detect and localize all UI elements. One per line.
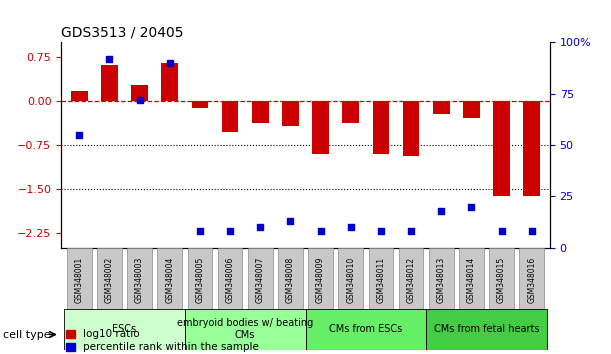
Text: GSM348015: GSM348015 [497,257,506,303]
Text: GSM348012: GSM348012 [406,257,415,303]
Text: GSM348013: GSM348013 [437,257,446,303]
FancyBboxPatch shape [185,309,306,350]
Point [255,224,265,230]
Text: GSM348006: GSM348006 [225,256,235,303]
Text: GDS3513 / 20405: GDS3513 / 20405 [61,26,183,40]
Text: ESCs: ESCs [112,324,136,334]
Point [285,218,295,224]
Point [165,60,175,66]
FancyBboxPatch shape [278,248,303,312]
Point [376,229,386,234]
Point [436,208,446,214]
Bar [222,101,238,132]
FancyBboxPatch shape [158,248,182,312]
FancyBboxPatch shape [338,248,363,312]
Text: GSM348009: GSM348009 [316,256,325,303]
Bar [71,91,87,101]
Text: GSM348002: GSM348002 [105,257,114,303]
FancyBboxPatch shape [97,248,122,312]
Bar [131,85,148,101]
FancyBboxPatch shape [248,248,273,312]
Bar [524,101,540,196]
Bar [312,101,329,154]
FancyBboxPatch shape [519,248,544,312]
Bar [282,101,299,126]
Point [497,229,507,234]
FancyBboxPatch shape [64,309,185,350]
Text: GSM348011: GSM348011 [376,257,386,303]
Text: GSM348007: GSM348007 [256,256,265,303]
Point [225,229,235,234]
FancyBboxPatch shape [399,248,423,312]
Bar [373,101,389,154]
FancyBboxPatch shape [218,248,243,312]
Text: embryoid bodies w/ beating
CMs: embryoid bodies w/ beating CMs [177,318,313,340]
Bar [252,101,269,124]
FancyBboxPatch shape [489,248,514,312]
Bar [493,101,510,196]
Bar [342,101,359,124]
FancyBboxPatch shape [308,248,333,312]
FancyBboxPatch shape [306,309,426,350]
Text: GSM348014: GSM348014 [467,257,476,303]
Bar [403,101,419,156]
Text: GSM348003: GSM348003 [135,256,144,303]
Text: GSM348001: GSM348001 [75,257,84,303]
Point [527,229,536,234]
Point [134,97,144,103]
Text: CMs from ESCs: CMs from ESCs [329,324,403,334]
Point [346,224,356,230]
Point [75,132,84,138]
FancyBboxPatch shape [368,248,393,312]
FancyBboxPatch shape [67,248,92,312]
Bar [101,65,118,101]
Point [104,56,114,62]
Text: GSM348010: GSM348010 [346,257,355,303]
Point [195,229,205,234]
Bar [192,101,208,108]
Point [467,204,477,210]
FancyBboxPatch shape [188,248,212,312]
Point [316,229,326,234]
Bar [433,101,450,114]
Point [406,229,416,234]
Text: cell type: cell type [3,330,51,339]
Text: GSM348016: GSM348016 [527,257,536,303]
Text: CMs from fetal hearts: CMs from fetal hearts [434,324,540,334]
Bar [463,101,480,118]
Text: GSM348005: GSM348005 [196,256,205,303]
FancyBboxPatch shape [459,248,484,312]
Text: GSM348004: GSM348004 [165,256,174,303]
FancyBboxPatch shape [429,248,453,312]
Bar [161,63,178,101]
Text: GSM348008: GSM348008 [286,257,295,303]
FancyBboxPatch shape [426,309,547,350]
FancyBboxPatch shape [127,248,152,312]
Legend: log10 ratio, percentile rank within the sample: log10 ratio, percentile rank within the … [67,329,259,352]
